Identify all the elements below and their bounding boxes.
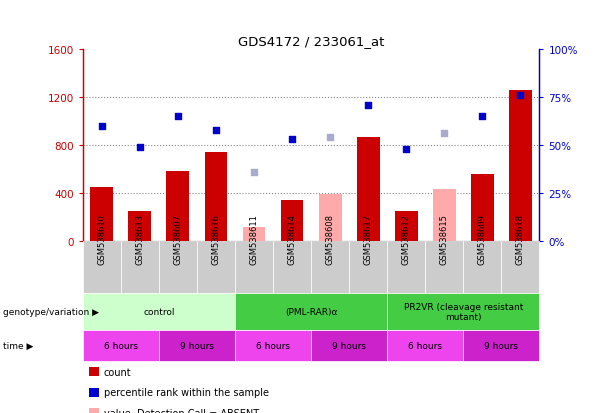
Bar (205, 153, 227, 242)
Text: percentile rank within the sample: percentile rank within the sample (104, 387, 268, 397)
Text: GSM538613: GSM538613 (135, 214, 144, 265)
Point (173, 114, 183, 120)
Bar (433, 190, 455, 242)
Text: GSM538607: GSM538607 (173, 214, 183, 265)
Text: 9 hours: 9 hours (484, 342, 519, 350)
Bar (357, 137, 379, 242)
Text: GSM538618: GSM538618 (516, 214, 525, 265)
Bar (509, 90, 532, 242)
Point (135, 144, 145, 151)
Text: value, Detection Call = ABSENT: value, Detection Call = ABSENT (104, 408, 259, 413)
Text: 6 hours: 6 hours (104, 342, 138, 350)
Point (97, 123, 107, 130)
Bar (319, 195, 341, 242)
Bar (471, 174, 494, 242)
Point (211, 127, 221, 133)
Point (364, 102, 373, 109)
Bar (90, 188, 113, 242)
Text: GSM538615: GSM538615 (440, 214, 449, 265)
Text: 6 hours: 6 hours (256, 342, 290, 350)
Point (249, 169, 259, 176)
Bar (167, 172, 189, 242)
Text: control: control (143, 307, 175, 316)
Text: (PML-RAR)α: (PML-RAR)α (285, 307, 337, 316)
Text: PR2VR (cleavage resistant
mutant): PR2VR (cleavage resistant mutant) (403, 302, 523, 321)
Bar (395, 211, 417, 242)
Text: GSM538610: GSM538610 (97, 214, 106, 265)
Text: GSM538608: GSM538608 (326, 214, 335, 265)
Text: GSM538611: GSM538611 (249, 214, 259, 265)
Text: GSM538617: GSM538617 (364, 214, 373, 265)
Text: genotype/variation ▶: genotype/variation ▶ (3, 307, 99, 316)
Point (440, 131, 449, 138)
Text: GSM538612: GSM538612 (402, 214, 411, 265)
Text: time ▶: time ▶ (3, 342, 34, 350)
Point (516, 93, 525, 99)
Text: GSM538616: GSM538616 (211, 214, 221, 265)
Point (402, 146, 411, 153)
Text: count: count (104, 367, 131, 377)
Point (326, 135, 335, 141)
Text: GSM538614: GSM538614 (287, 214, 297, 265)
Text: GSM538609: GSM538609 (478, 214, 487, 265)
Point (287, 137, 297, 143)
Text: 9 hours: 9 hours (180, 342, 214, 350)
Text: 6 hours: 6 hours (408, 342, 442, 350)
Text: 9 hours: 9 hours (332, 342, 366, 350)
Bar (281, 201, 303, 242)
Title: GDS4172 / 233061_at: GDS4172 / 233061_at (238, 36, 384, 48)
Point (478, 114, 487, 120)
Bar (243, 227, 265, 242)
Bar (129, 211, 151, 242)
